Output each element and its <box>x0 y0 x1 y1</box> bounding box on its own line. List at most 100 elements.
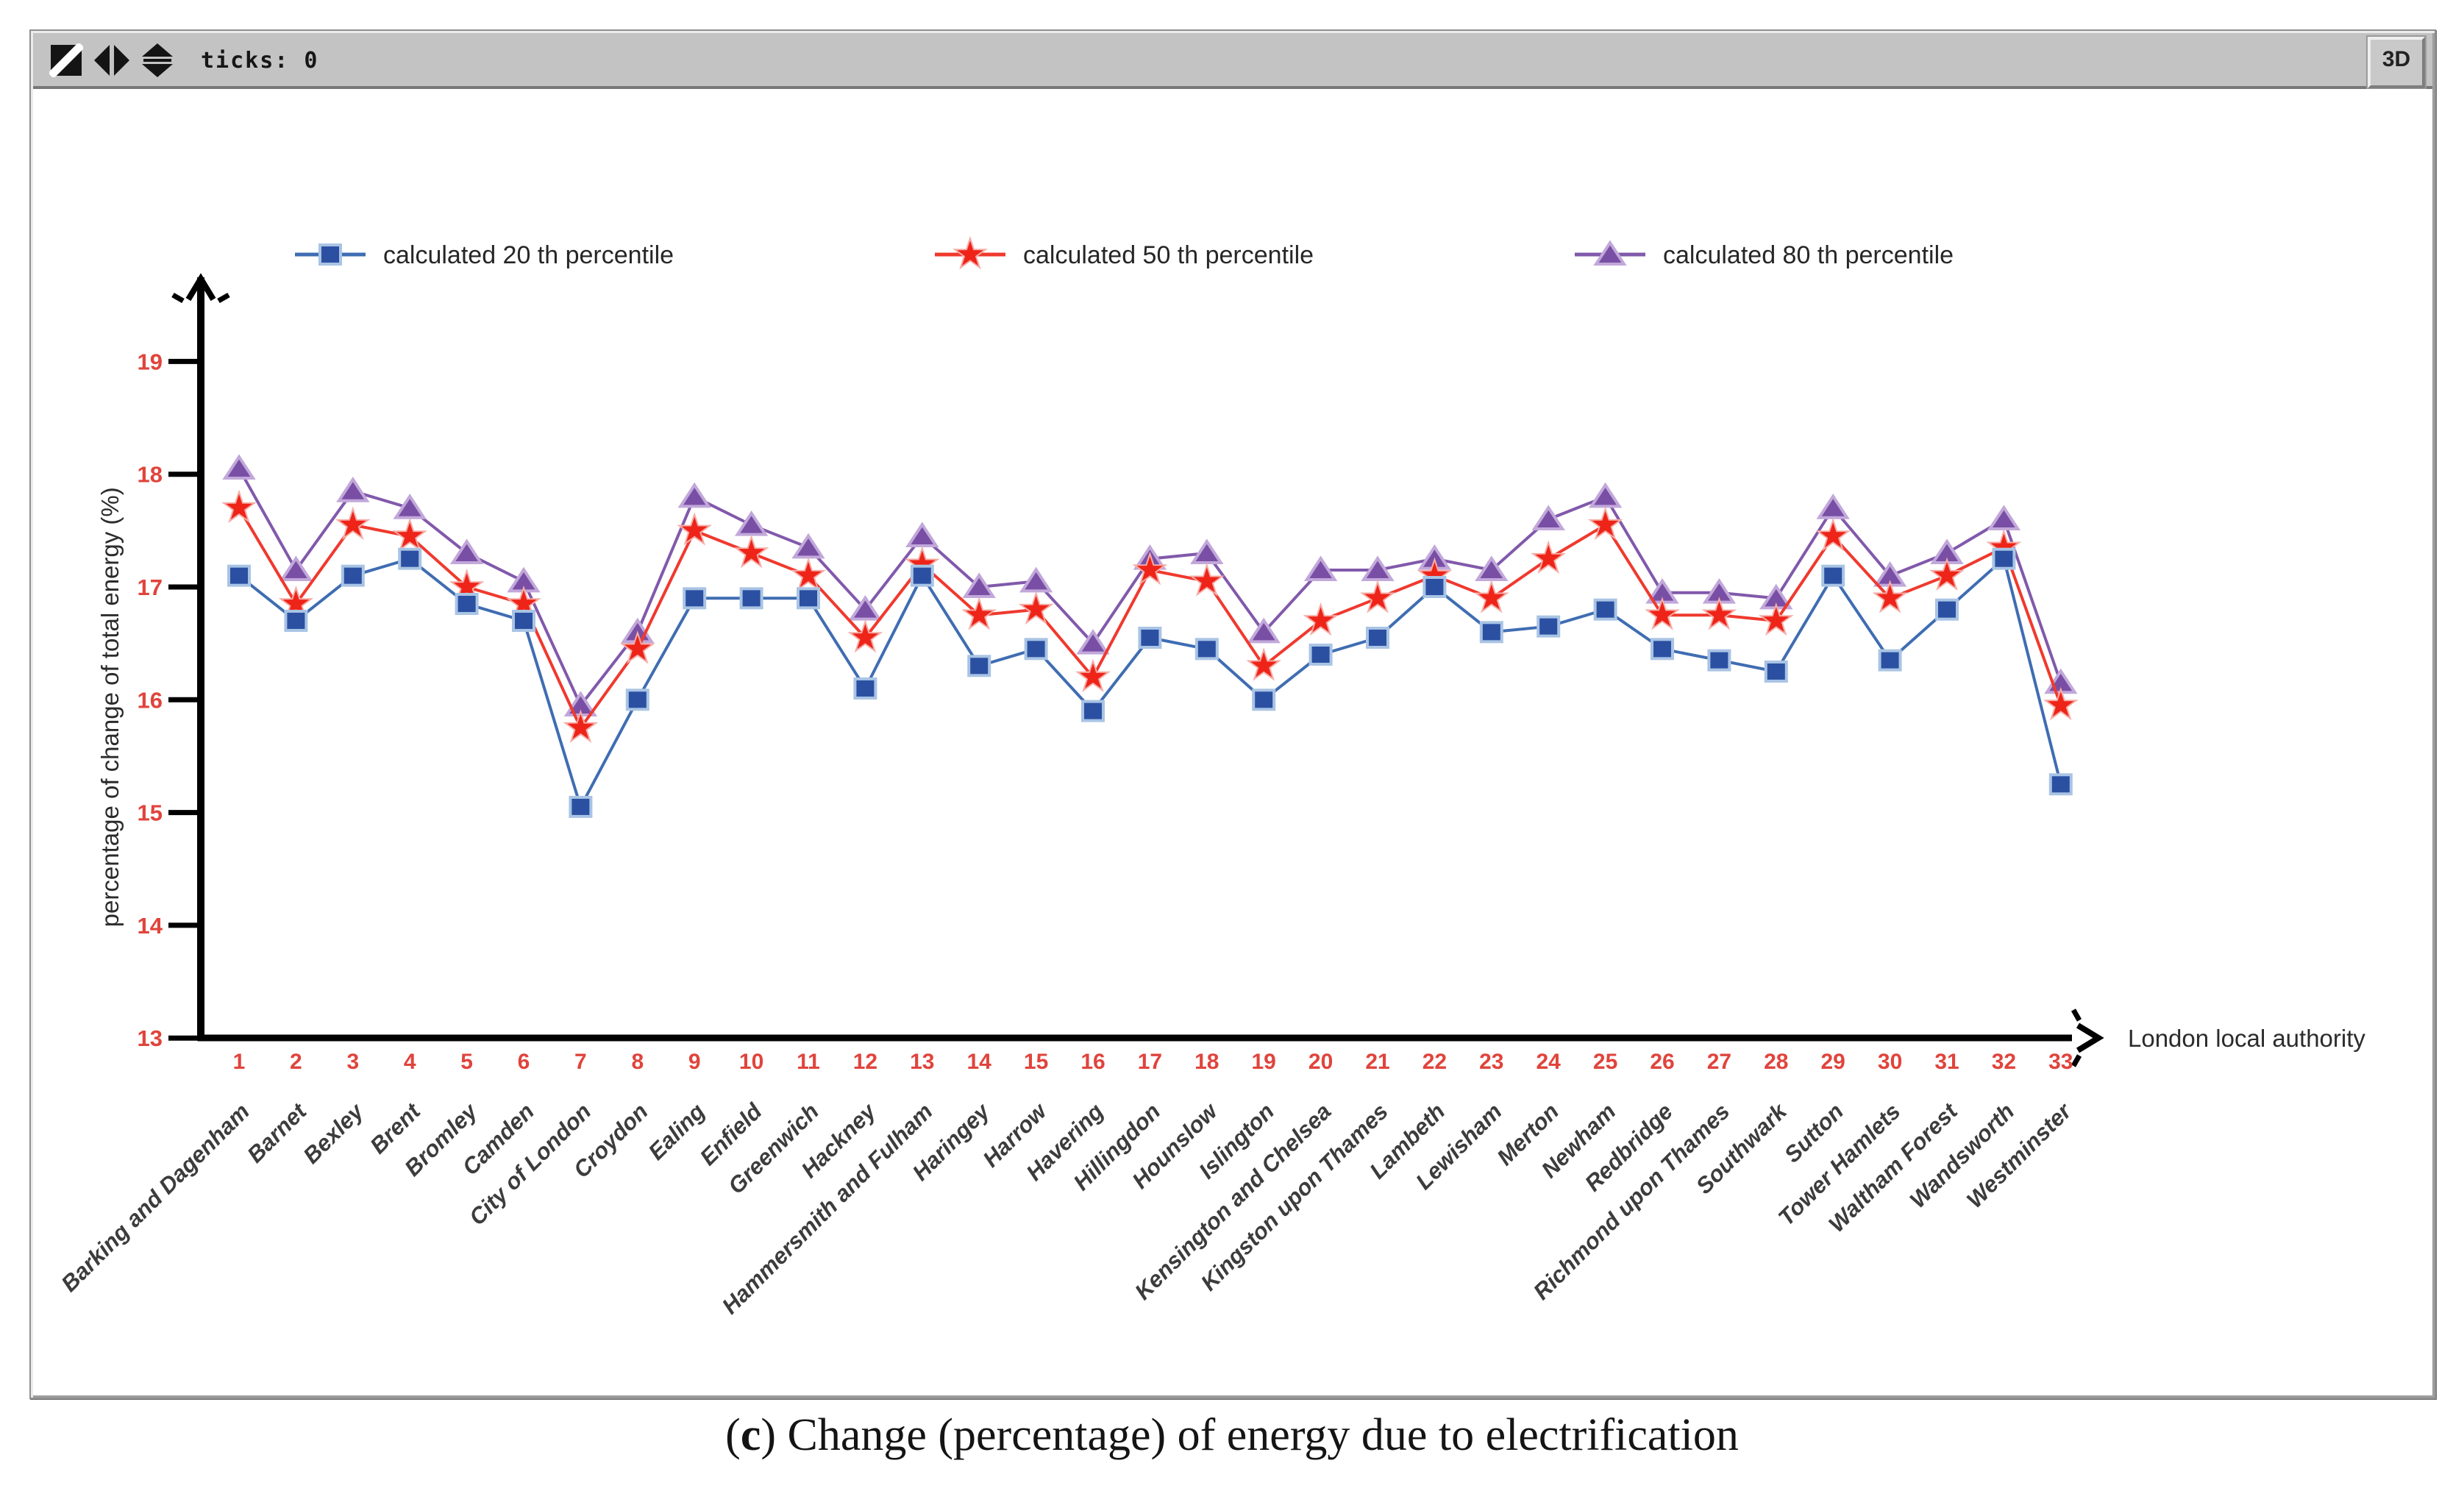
marker-star <box>619 630 655 664</box>
marker-star <box>733 534 769 569</box>
x-tick-label: 26 <box>1650 1050 1674 1074</box>
marker-star <box>953 235 988 270</box>
y-tick-label: 19 <box>138 349 163 374</box>
x-tick-label: 6 <box>518 1050 530 1074</box>
marker-triangle <box>1987 505 2021 531</box>
marker-square <box>1366 626 1389 649</box>
x-tick-label: 21 <box>1365 1050 1389 1074</box>
category-label: Bexley <box>298 1097 369 1169</box>
x-tick-label: 3 <box>346 1050 359 1074</box>
toolbar-icon-group <box>49 43 174 78</box>
marker-triangle <box>393 494 427 519</box>
marker-star <box>1018 591 1054 625</box>
plot-area: 19 18 17 16 15 14 13 percentage of change of to… <box>33 89 2432 1395</box>
x-tick-label: 13 <box>910 1050 934 1074</box>
caption-text: ) Change (percentage) of energy due to e… <box>761 1410 1739 1460</box>
vertical-spread-arrows-icon[interactable] <box>140 43 174 78</box>
marker-star <box>1872 580 1908 613</box>
marker-square <box>227 564 251 587</box>
marker-star <box>335 506 371 541</box>
y-axis-arrow <box>185 273 216 302</box>
marker-square <box>398 547 422 570</box>
x-tick-label: 28 <box>1764 1050 1788 1074</box>
marker-square <box>1024 638 1048 661</box>
x-axis-arrow-dash <box>2070 1054 2082 1067</box>
marker-square <box>683 587 707 610</box>
x-tick-label: 16 <box>1080 1050 1105 1074</box>
marker-star <box>1531 540 1567 574</box>
diagonal-split-square-icon[interactable] <box>49 43 83 77</box>
marker-star <box>1701 597 1737 630</box>
marker-square <box>2048 773 2073 796</box>
x-tick-label: 12 <box>853 1050 877 1074</box>
marker-square <box>1821 564 1845 587</box>
marker-square <box>318 243 342 266</box>
series-line-1 <box>238 556 2062 811</box>
marker-star <box>221 489 257 524</box>
x-tick-label: 32 <box>1992 1050 2016 1074</box>
marker-square <box>1537 615 1561 638</box>
marker-triangle <box>1588 482 1623 508</box>
x-tick-label: 30 <box>1878 1050 1902 1074</box>
x-tick-label: 19 <box>1252 1050 1276 1074</box>
marker-star <box>677 512 713 546</box>
marker-triangle <box>677 482 711 508</box>
marker-triangle <box>1076 629 1110 655</box>
marker-triangle <box>1593 240 1627 266</box>
x-tick-label: 5 <box>460 1050 473 1074</box>
marker-square <box>1764 660 1788 683</box>
y-axis-arrow-dash <box>217 292 230 304</box>
marker-star <box>1132 551 1168 586</box>
marker-star <box>1587 506 1623 541</box>
marker-square <box>1081 700 1105 722</box>
marker-square <box>512 609 535 632</box>
horizontal-spread-arrows-icon[interactable] <box>93 43 130 77</box>
marker-square <box>1423 576 1447 598</box>
x-tick-label: 14 <box>967 1050 992 1074</box>
marker-triangle <box>962 572 996 598</box>
marker-star <box>1303 602 1339 636</box>
x-tick-label: 15 <box>1024 1050 1048 1074</box>
marker-triangle <box>848 595 883 621</box>
marker-square <box>625 689 649 711</box>
marker-square <box>455 592 479 615</box>
x-tick-label: 22 <box>1423 1050 1447 1074</box>
ticks-counter: ticks: 0 <box>201 48 319 74</box>
marker-square <box>1992 547 2016 570</box>
marker-square <box>739 587 763 610</box>
marker-square <box>1707 649 1731 672</box>
x-axis-arrow <box>2076 1022 2104 1053</box>
marker-square <box>1935 598 1959 621</box>
x-tick-label: 2 <box>290 1050 302 1074</box>
x-axis-title: London local authority <box>2128 1025 2365 1052</box>
x-axis-arrow-dash <box>2070 1008 2082 1022</box>
toolbar: ticks: 0 3D <box>33 33 2432 89</box>
marker-square <box>797 587 820 610</box>
marker-square <box>1593 598 1617 621</box>
y-tick-label: 15 <box>138 800 163 826</box>
marker-star <box>961 597 997 630</box>
marker-triangle <box>1247 617 1281 644</box>
caption-letter: c <box>740 1410 761 1460</box>
marker-square <box>1252 689 1276 711</box>
marker-star <box>791 557 826 591</box>
x-tick-label: 11 <box>797 1050 820 1074</box>
marker-triangle <box>449 538 484 565</box>
y-axis-arrow-dash <box>171 292 185 304</box>
x-tick-label: 4 <box>404 1050 416 1074</box>
marker-star <box>1360 580 1395 613</box>
marker-triangle <box>1475 555 1509 582</box>
legend-label: calculated 80 th percentile <box>1663 241 1954 269</box>
marker-square <box>341 564 365 587</box>
x-tick-label: 31 <box>1934 1050 1959 1074</box>
category-label: Barking and Dagenham <box>56 1098 254 1297</box>
marker-star <box>1645 597 1680 630</box>
caption-open-paren: ( <box>725 1410 741 1460</box>
marker-triangle <box>1190 538 1224 565</box>
marker-star <box>1246 647 1282 681</box>
3d-toggle-button[interactable]: 3D <box>2368 37 2425 88</box>
x-tick-label: 29 <box>1821 1050 1845 1074</box>
x-tick-label: 33 <box>2048 1050 2073 1074</box>
marker-square <box>284 609 308 632</box>
